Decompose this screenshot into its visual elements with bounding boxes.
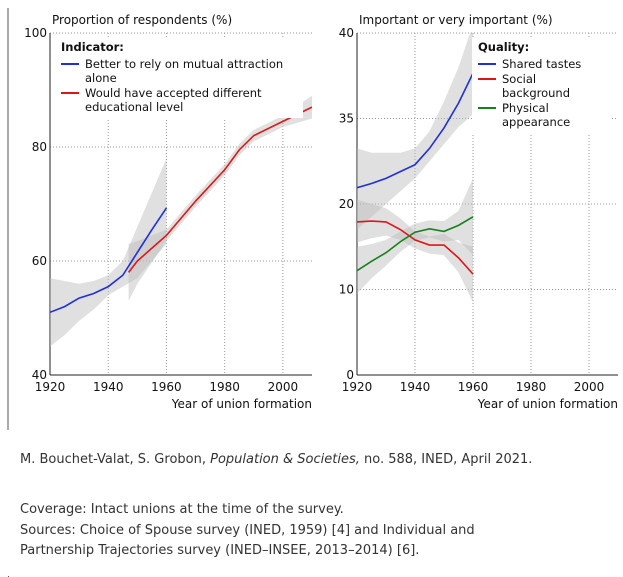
x-tick-label: 1940 xyxy=(93,380,124,394)
x-tick-label: 1960 xyxy=(151,380,182,394)
citation-journal: Population & Societies, xyxy=(210,452,360,467)
sources-line: Sources: Choice of Spouse survey (INED, … xyxy=(20,523,475,538)
x-tick-label: 2000 xyxy=(268,380,299,394)
coverage: Coverage: Intact unions at the time of t… xyxy=(20,502,344,517)
confidence-band xyxy=(357,33,473,230)
legend-label: Physical appearance xyxy=(502,101,571,129)
x-tick-label: 1980 xyxy=(209,380,240,394)
legend-label: Shared tastes xyxy=(502,57,582,71)
y-tick-label: 40 xyxy=(32,368,47,382)
confidence-band xyxy=(357,199,473,303)
y-tick-label: 80 xyxy=(32,140,47,154)
legend-swatch xyxy=(61,63,79,65)
x-tick-label: 1920 xyxy=(35,380,66,394)
legend-label: Social background xyxy=(502,72,571,100)
legend-label: Would have accepted different educationa… xyxy=(85,86,262,114)
legend-entry: Would have accepted different educationa… xyxy=(61,86,297,114)
plot xyxy=(50,95,312,347)
legend-entry: Better to rely on mutual attraction alon… xyxy=(61,57,297,85)
legend-entry: Shared tastes xyxy=(478,57,606,71)
y-tick-label: 40 xyxy=(339,26,354,40)
x-tick-label: 1940 xyxy=(400,380,431,394)
legend-entry: Social background xyxy=(478,72,606,100)
x-tick-label: 2000 xyxy=(574,380,605,394)
confidence-band xyxy=(357,178,473,294)
sources-line: Partnership Trajectories survey (INED–IN… xyxy=(20,543,420,558)
citation-authors: M. Bouchet-Valat, S. Grobon, xyxy=(20,452,211,467)
series-line xyxy=(127,106,312,273)
plot xyxy=(357,33,474,303)
x-tick-label: 1960 xyxy=(458,380,489,394)
y-tick-label: 10 xyxy=(339,283,354,297)
chart-title: Proportion of respondents (%) xyxy=(52,13,232,27)
y-tick-label: 35 xyxy=(339,112,354,126)
legend-swatch xyxy=(478,78,496,80)
y-tick-label: 100 xyxy=(24,26,47,40)
x-tick-label: 1980 xyxy=(516,380,547,394)
x-tick-label: 1920 xyxy=(342,380,373,394)
legend-swatch xyxy=(478,63,496,65)
series-line xyxy=(357,72,474,189)
legend: Indicator: Better to rely on mutual attra… xyxy=(55,37,303,118)
legend-label: Better to rely on mutual attraction alon… xyxy=(85,57,284,85)
legend: Quality: Shared tastes Social background Ph… xyxy=(472,37,612,133)
x-axis-label: Year of union formation xyxy=(171,397,312,411)
legend-swatch xyxy=(61,92,79,94)
citation: M. Bouchet-Valat, S. Grobon, Population … xyxy=(20,452,532,467)
series-line xyxy=(50,207,168,314)
y-tick-label: 20 xyxy=(339,197,354,211)
confidence-band xyxy=(50,158,167,347)
legend-entry: Physical appearance xyxy=(478,101,606,129)
chart-title: Important or very important (%) xyxy=(359,13,553,27)
citation-details: no. 588, INED, April 2021. xyxy=(359,452,533,467)
x-axis-label: Year of union formation xyxy=(477,397,618,411)
legend-swatch xyxy=(478,107,496,109)
series-line xyxy=(357,216,474,272)
legend-title: Indicator: xyxy=(61,40,124,54)
legend-title: Quality: xyxy=(478,40,530,54)
y-tick-label: 0 xyxy=(346,368,354,382)
series-line xyxy=(357,220,474,275)
y-tick-label: 60 xyxy=(32,254,47,268)
